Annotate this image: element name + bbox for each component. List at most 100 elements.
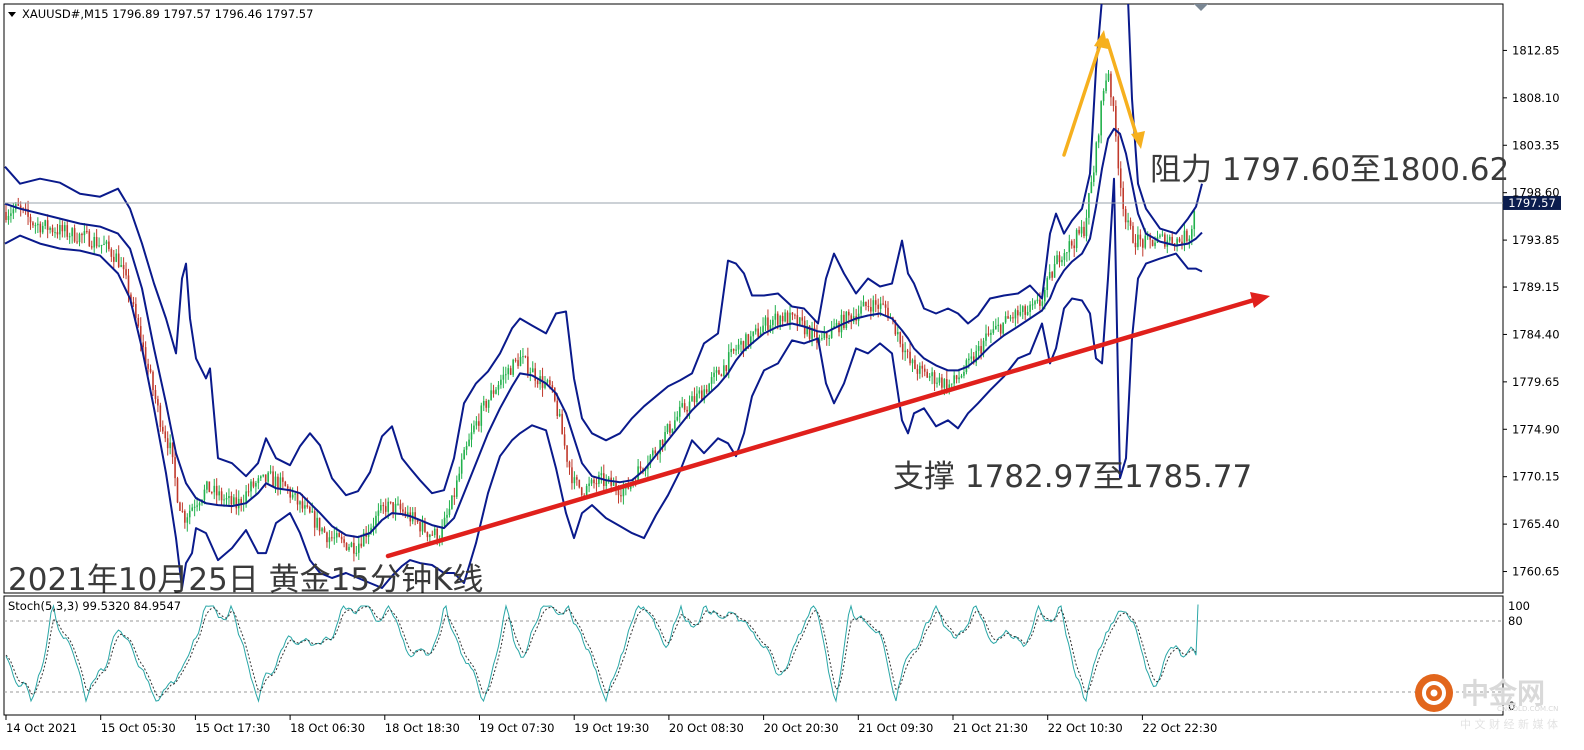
candle bbox=[593, 476, 595, 489]
candle bbox=[872, 295, 875, 317]
svg-text:80: 80 bbox=[1508, 614, 1523, 628]
price-tick: 1793.85 bbox=[1503, 233, 1560, 247]
time-tick: 20 Oct 20:30 bbox=[763, 715, 839, 735]
candle bbox=[715, 366, 718, 381]
candle bbox=[786, 310, 789, 325]
price-tick: 1770.15 bbox=[1503, 470, 1560, 484]
candle bbox=[588, 476, 590, 493]
candle bbox=[321, 527, 323, 535]
candle bbox=[975, 345, 977, 367]
candle bbox=[524, 355, 527, 359]
candle bbox=[147, 358, 149, 376]
candle bbox=[1002, 322, 1004, 335]
candle bbox=[37, 217, 39, 234]
time-tick: 18 Oct 06:30 bbox=[289, 715, 365, 735]
candle bbox=[718, 366, 720, 375]
candle bbox=[218, 485, 220, 501]
svg-text:21 Oct 21:30: 21 Oct 21:30 bbox=[953, 721, 1028, 735]
candle bbox=[463, 447, 465, 460]
candle bbox=[789, 306, 791, 330]
svg-text:1808.10: 1808.10 bbox=[1512, 91, 1560, 105]
dropdown-icon[interactable] bbox=[8, 12, 16, 17]
svg-text:1774.90: 1774.90 bbox=[1512, 422, 1560, 436]
candle bbox=[1181, 234, 1183, 250]
candle bbox=[39, 221, 42, 238]
candle bbox=[1066, 252, 1068, 262]
candle bbox=[1090, 175, 1093, 194]
candle bbox=[1102, 88, 1105, 106]
candle bbox=[448, 500, 451, 518]
candle bbox=[115, 249, 118, 263]
candle bbox=[992, 321, 995, 335]
candle bbox=[705, 384, 708, 395]
candle bbox=[198, 501, 201, 511]
candle bbox=[421, 515, 424, 535]
chart-shift-marker[interactable] bbox=[1194, 4, 1208, 11]
candle bbox=[137, 314, 140, 328]
candle bbox=[796, 308, 799, 331]
candle bbox=[7, 209, 10, 225]
candle bbox=[838, 320, 840, 337]
candle bbox=[98, 237, 100, 248]
candle bbox=[414, 507, 416, 526]
candle bbox=[1012, 312, 1014, 323]
candle bbox=[269, 465, 272, 475]
candle bbox=[1063, 249, 1066, 267]
candle bbox=[571, 459, 573, 490]
candle bbox=[61, 220, 64, 238]
candle bbox=[862, 295, 865, 307]
candle bbox=[781, 312, 784, 327]
candle bbox=[701, 385, 703, 400]
candle bbox=[936, 377, 938, 388]
candle bbox=[708, 382, 710, 393]
candle bbox=[350, 541, 353, 548]
candle bbox=[203, 484, 206, 505]
price-tick: 1774.90 bbox=[1503, 422, 1560, 436]
svg-text:22 Oct 10:30: 22 Oct 10:30 bbox=[1048, 721, 1123, 735]
candle bbox=[426, 531, 429, 542]
candle bbox=[784, 309, 786, 323]
candle bbox=[5, 203, 7, 223]
price-tick: 1784.40 bbox=[1503, 327, 1560, 341]
candle bbox=[674, 411, 676, 431]
stoch-tick: 0 bbox=[1508, 699, 1515, 713]
candle bbox=[1139, 229, 1142, 247]
candle bbox=[399, 499, 402, 513]
svg-text:19 Oct 07:30: 19 Oct 07:30 bbox=[480, 721, 555, 735]
candle bbox=[473, 420, 475, 435]
candle bbox=[696, 386, 698, 406]
stoch-tick: 80 bbox=[1508, 614, 1523, 628]
candle bbox=[487, 399, 490, 413]
candle bbox=[44, 219, 46, 230]
candle bbox=[323, 526, 326, 533]
candle bbox=[380, 498, 382, 514]
candle bbox=[860, 300, 862, 317]
candle bbox=[1070, 239, 1073, 249]
candle bbox=[517, 353, 519, 369]
candle bbox=[828, 334, 830, 346]
price-axis: 1812.85 1808.10 1803.35 1798.60 1793.85 1789.… bbox=[1503, 43, 1560, 579]
candle bbox=[1183, 223, 1186, 252]
candle bbox=[1151, 239, 1154, 247]
candle bbox=[237, 490, 240, 516]
candle bbox=[534, 362, 536, 388]
candle bbox=[605, 474, 608, 492]
candle bbox=[1093, 165, 1095, 187]
svg-text:1812.85: 1812.85 bbox=[1512, 43, 1560, 57]
candle bbox=[1068, 234, 1071, 261]
candle bbox=[225, 492, 228, 506]
candle bbox=[904, 342, 906, 361]
candle bbox=[713, 366, 715, 384]
candle bbox=[1117, 127, 1120, 176]
svg-text:21 Oct 09:30: 21 Oct 09:30 bbox=[858, 721, 933, 735]
time-tick: 22 Oct 10:30 bbox=[1047, 715, 1123, 735]
candle bbox=[213, 478, 216, 500]
candle bbox=[867, 299, 870, 312]
candle bbox=[801, 309, 804, 327]
candle bbox=[1142, 238, 1144, 257]
candle bbox=[1083, 221, 1085, 239]
candle bbox=[257, 475, 260, 490]
candle bbox=[470, 423, 473, 448]
candle bbox=[505, 366, 507, 384]
